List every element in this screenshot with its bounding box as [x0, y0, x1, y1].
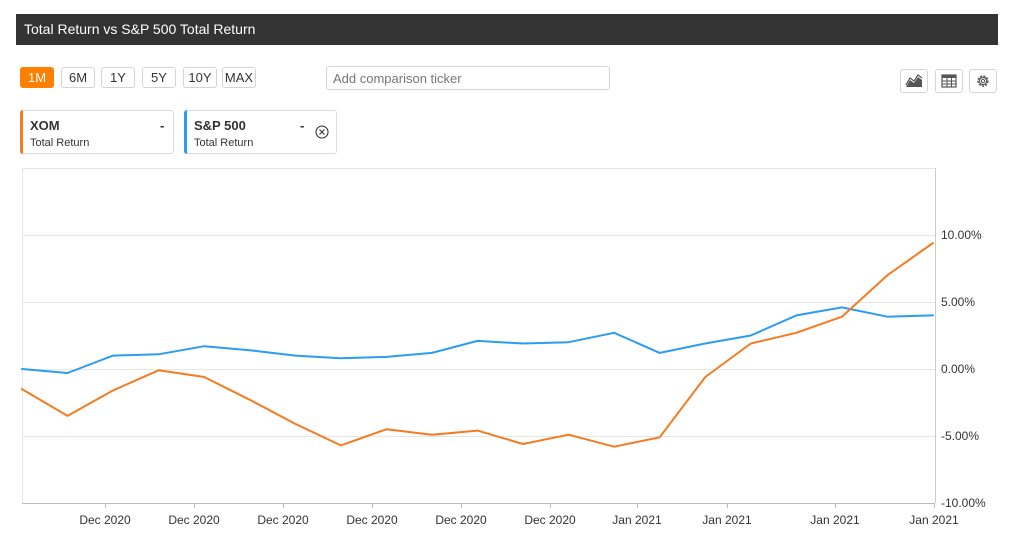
line-chart: 10.00%5.00%0.00%-5.00%-10.00% Dec 2020 De… [21, 168, 986, 527]
x-tick-label: Jan 2021 [810, 513, 860, 527]
range-1m-button[interactable]: 1M [20, 67, 54, 88]
x-tick-label: Dec 2020 [79, 513, 131, 527]
legend-card-sp500[interactable]: S&P 500 - Total Return [184, 110, 337, 154]
legend-subtitle: Total Return [30, 137, 90, 149]
legend-symbol: XOM [30, 118, 60, 133]
grid-lines [22, 168, 936, 504]
chart-type-button[interactable] [900, 69, 928, 93]
area-chart-icon [905, 74, 923, 87]
series-lines [21, 242, 934, 448]
legend-value: - [300, 118, 305, 133]
table-icon [941, 74, 957, 88]
series-line-s-p-500 [21, 306, 934, 374]
legend-symbol: S&P 500 [194, 118, 246, 133]
x-tick-label: Jan 2021 [702, 513, 752, 527]
y-tick-label: 0.00% [941, 362, 975, 376]
x-axis-ticks: Dec 2020 Dec 2020 Dec 2020 Dec 2020 Dec 2020… [79, 503, 959, 527]
settings-button[interactable] [969, 69, 997, 93]
series-color-bar [20, 110, 23, 154]
y-tick-label: 5.00% [941, 295, 975, 309]
range-6m-button[interactable]: 6M [61, 67, 95, 88]
x-tick-label: Dec 2020 [257, 513, 309, 527]
range-max-button[interactable]: MAX [222, 67, 256, 88]
series-color-bar [184, 110, 187, 154]
series-line-xom [21, 242, 934, 448]
chart-title-bar: Total Return vs S&P 500 Total Return [16, 14, 998, 45]
table-view-button[interactable] [935, 69, 963, 93]
remove-comparison-icon[interactable] [315, 125, 329, 139]
chart-title: Total Return vs S&P 500 Total Return [24, 21, 256, 37]
x-tick-label: Jan 2021 [612, 513, 662, 527]
y-tick-label: 10.00% [941, 228, 982, 242]
range-10y-button[interactable]: 10Y [183, 67, 217, 88]
legend-value: - [160, 118, 165, 133]
range-1y-button[interactable]: 1Y [101, 67, 135, 88]
x-tick-label: Dec 2020 [168, 513, 220, 527]
x-tick-label: Dec 2020 [524, 513, 576, 527]
legend-card-xom[interactable]: XOM - Total Return [20, 110, 174, 154]
range-5y-button[interactable]: 5Y [142, 67, 176, 88]
x-tick-label: Dec 2020 [435, 513, 487, 527]
y-axis-ticks: 10.00% 5.00% 0.00% -5.00% -10.00% [941, 228, 986, 510]
y-tick-label: -10.00% [941, 496, 986, 510]
x-tick-label: Dec 2020 [346, 513, 398, 527]
comparison-ticker-input[interactable] [326, 66, 610, 90]
y-tick-label: -5.00% [941, 429, 979, 443]
gear-icon [977, 75, 989, 87]
x-tick-label: Jan 2021 [909, 513, 959, 527]
legend-subtitle: Total Return [194, 137, 254, 149]
